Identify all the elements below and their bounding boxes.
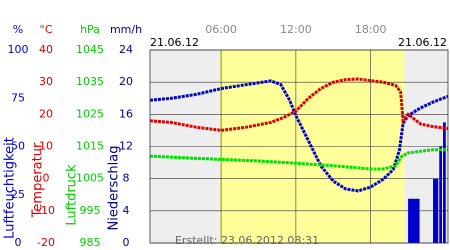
plot-border — [149, 49, 449, 244]
y-tick-label: 12 — [119, 140, 133, 153]
y-tick-label: 0 — [123, 236, 130, 249]
y-tick-label: 1035 — [76, 75, 104, 88]
axis-title: Luftfeuchtigkeit — [3, 137, 18, 239]
series-line — [149, 77, 449, 132]
y-tick-label: -10 — [37, 204, 55, 217]
y-tick-label: 24 — [119, 43, 133, 56]
y-tick-label: 50 — [11, 140, 25, 153]
axis-unit: hPa — [80, 23, 100, 36]
y-tick-label: 0 — [15, 236, 22, 249]
y-tick-label: 1015 — [76, 140, 104, 153]
y-tick-label: 10 — [39, 140, 53, 153]
precip-bar — [439, 146, 443, 243]
axis-title: Niederschlag — [107, 146, 122, 231]
axis-unit: % — [13, 23, 23, 36]
precip-bar — [408, 198, 420, 243]
x-tick-label: 12:00 — [280, 23, 312, 36]
series-line — [149, 79, 449, 193]
date-right: 21.06.12 — [398, 36, 447, 49]
y-tick-label: 985 — [80, 236, 101, 249]
x-tick-label: 18:00 — [355, 23, 387, 36]
precip-bar — [433, 178, 439, 243]
precip-bar — [443, 122, 446, 243]
series-line — [149, 148, 448, 171]
y-tick-label: 1025 — [76, 107, 104, 120]
y-tick-label: 4 — [123, 204, 130, 217]
y-tick-label: 16 — [119, 107, 133, 120]
y-tick-label: 1005 — [76, 172, 104, 185]
y-tick-label: 20 — [39, 107, 53, 120]
axis-unit: °C — [39, 23, 53, 36]
date-left: 21.06.12 — [150, 36, 199, 49]
y-tick-label: 100 — [8, 43, 29, 56]
y-tick-label: 40 — [39, 43, 53, 56]
y-tick-label: 995 — [80, 204, 101, 217]
axis-title: Temperatur — [31, 142, 46, 218]
axis-unit: mm/h — [110, 23, 142, 36]
y-tick-label: 25 — [11, 188, 25, 201]
y-tick-label: 1045 — [76, 43, 104, 56]
axis-title: Luftdruck — [65, 164, 80, 226]
y-tick-label: -20 — [37, 236, 55, 249]
y-tick-label: 8 — [123, 172, 130, 185]
y-tick-label: 0 — [43, 172, 50, 185]
footer: Erstellt: 23.06.2012 08:31 — [175, 234, 319, 247]
x-tick-label: 06:00 — [205, 23, 237, 36]
y-tick-label: 20 — [119, 75, 133, 88]
y-tick-label: 30 — [39, 75, 53, 88]
y-tick-label: 75 — [11, 91, 25, 104]
